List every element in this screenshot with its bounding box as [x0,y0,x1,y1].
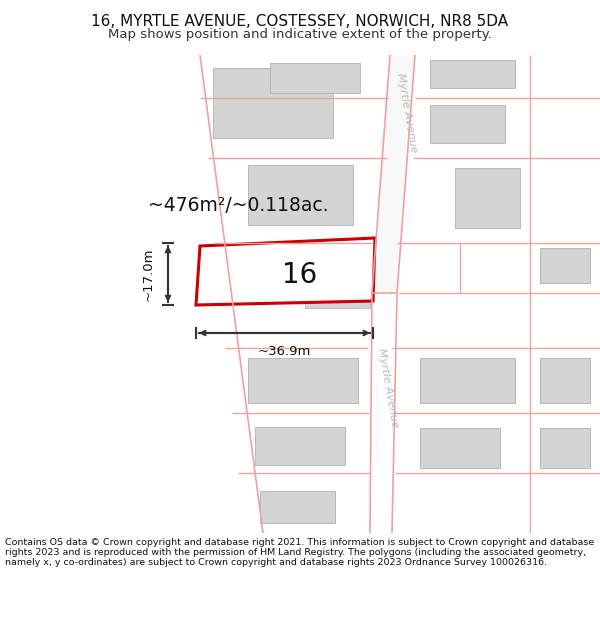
Bar [430,60,515,88]
Polygon shape [372,55,415,293]
Bar [248,358,358,403]
Polygon shape [196,238,375,305]
Bar [540,358,590,403]
Bar [255,427,345,465]
Bar [213,68,333,138]
Text: Myrtle Avenue: Myrtle Avenue [376,348,400,429]
Bar [270,63,360,93]
Text: ~36.9m: ~36.9m [257,345,311,358]
Bar [248,165,353,225]
Text: 16, MYRTLE AVENUE, COSTESSEY, NORWICH, NR8 5DA: 16, MYRTLE AVENUE, COSTESSEY, NORWICH, N… [91,14,509,29]
Bar [540,248,590,283]
Bar [420,428,500,468]
Bar [540,428,590,468]
Bar [430,105,505,143]
Text: 16: 16 [283,261,317,289]
Bar [305,248,370,308]
Text: Myrtle Avenue: Myrtle Avenue [395,72,419,154]
Bar [420,358,515,403]
Text: Contains OS data © Crown copyright and database right 2021. This information is : Contains OS data © Crown copyright and d… [5,538,594,568]
Text: ~476m²/~0.118ac.: ~476m²/~0.118ac. [148,196,329,214]
Bar [260,491,335,523]
Text: ~17.0m: ~17.0m [142,248,155,301]
Bar [455,168,520,228]
Text: Map shows position and indicative extent of the property.: Map shows position and indicative extent… [108,28,492,41]
